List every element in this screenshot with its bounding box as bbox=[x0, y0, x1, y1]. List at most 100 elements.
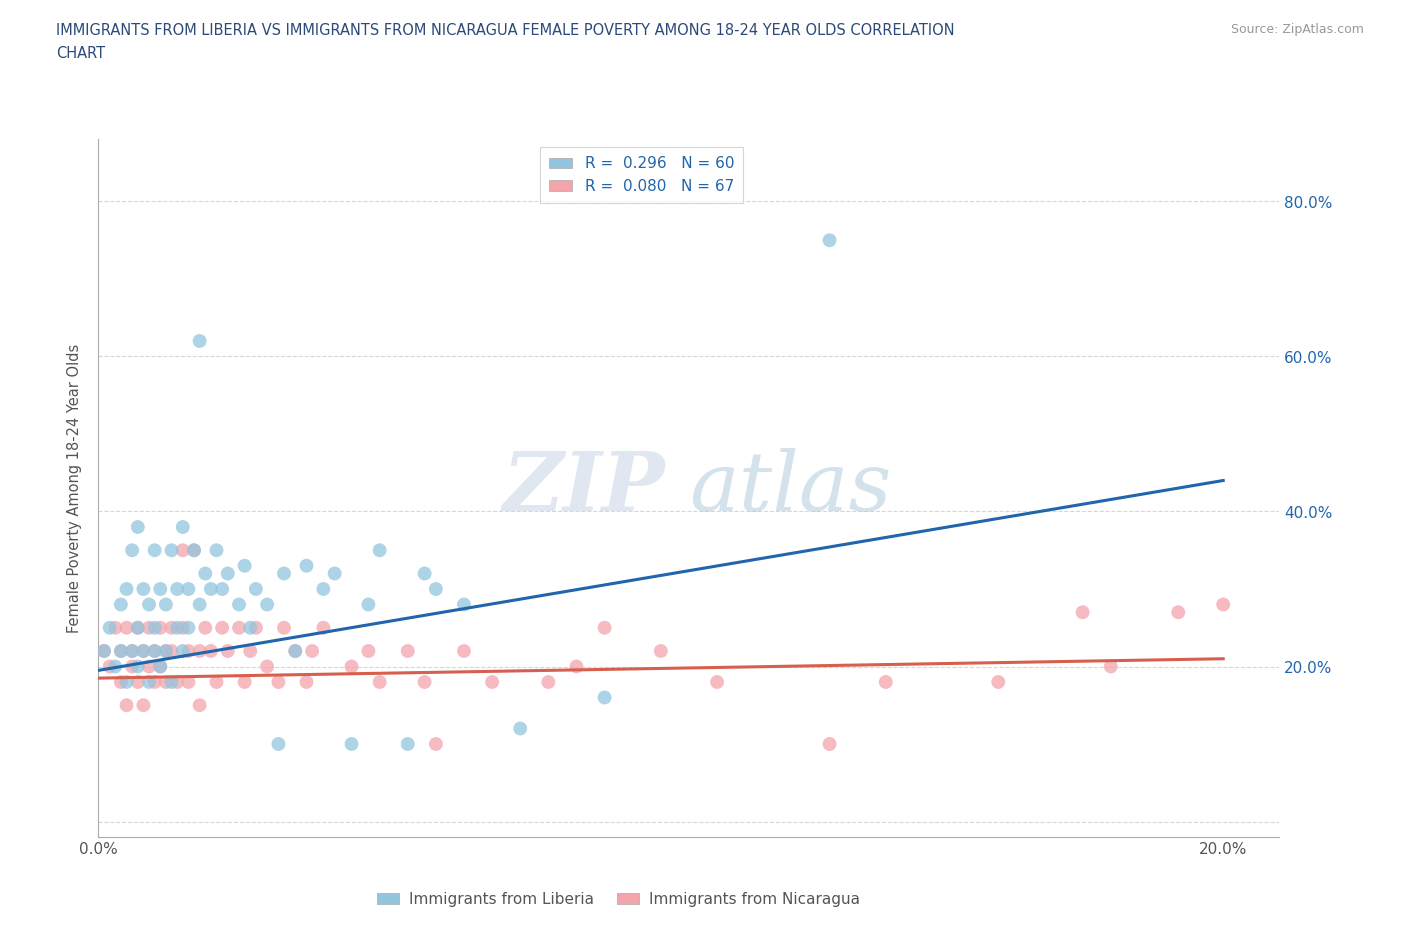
Point bbox=[267, 737, 290, 751]
Point bbox=[177, 581, 200, 596]
Point bbox=[245, 581, 267, 596]
Point bbox=[284, 644, 307, 658]
Point bbox=[127, 620, 149, 635]
Point bbox=[312, 581, 335, 596]
Point bbox=[155, 597, 177, 612]
Point bbox=[149, 659, 172, 674]
Point bbox=[143, 674, 166, 689]
Point bbox=[818, 232, 841, 247]
Point bbox=[121, 644, 143, 658]
Point bbox=[200, 644, 222, 658]
Point bbox=[172, 520, 194, 535]
Point bbox=[875, 674, 897, 689]
Point bbox=[183, 543, 205, 558]
Point bbox=[138, 674, 160, 689]
Point bbox=[143, 644, 166, 658]
Point bbox=[177, 674, 200, 689]
Point bbox=[160, 674, 183, 689]
Text: atlas: atlas bbox=[689, 448, 891, 528]
Point bbox=[160, 620, 183, 635]
Point bbox=[267, 674, 290, 689]
Point bbox=[368, 674, 391, 689]
Point bbox=[650, 644, 672, 658]
Point bbox=[295, 674, 318, 689]
Point bbox=[166, 674, 188, 689]
Point bbox=[357, 644, 380, 658]
Point bbox=[1212, 597, 1234, 612]
Point bbox=[110, 597, 132, 612]
Point bbox=[132, 644, 155, 658]
Point bbox=[160, 644, 183, 658]
Point bbox=[177, 644, 200, 658]
Point bbox=[481, 674, 503, 689]
Point bbox=[149, 620, 172, 635]
Point bbox=[172, 644, 194, 658]
Point bbox=[121, 644, 143, 658]
Point bbox=[132, 644, 155, 658]
Point bbox=[396, 644, 419, 658]
Point bbox=[818, 737, 841, 751]
Point bbox=[194, 620, 217, 635]
Point bbox=[217, 644, 239, 658]
Point bbox=[233, 674, 256, 689]
Point bbox=[228, 597, 250, 612]
Point bbox=[115, 581, 138, 596]
Text: CHART: CHART bbox=[56, 46, 105, 61]
Point bbox=[357, 597, 380, 612]
Y-axis label: Female Poverty Among 18-24 Year Olds: Female Poverty Among 18-24 Year Olds bbox=[67, 343, 83, 633]
Point bbox=[284, 644, 307, 658]
Point bbox=[149, 659, 172, 674]
Point bbox=[425, 737, 447, 751]
Point bbox=[593, 690, 616, 705]
Point bbox=[256, 597, 278, 612]
Point bbox=[1099, 659, 1122, 674]
Point bbox=[138, 659, 160, 674]
Point bbox=[205, 543, 228, 558]
Text: IMMIGRANTS FROM LIBERIA VS IMMIGRANTS FROM NICARAGUA FEMALE POVERTY AMONG 18-24 : IMMIGRANTS FROM LIBERIA VS IMMIGRANTS FR… bbox=[56, 23, 955, 38]
Point bbox=[211, 581, 233, 596]
Point bbox=[987, 674, 1010, 689]
Point bbox=[413, 674, 436, 689]
Point bbox=[127, 620, 149, 635]
Point bbox=[138, 597, 160, 612]
Point bbox=[368, 543, 391, 558]
Point bbox=[183, 543, 205, 558]
Point bbox=[143, 543, 166, 558]
Point bbox=[93, 644, 115, 658]
Point bbox=[188, 698, 211, 712]
Point bbox=[301, 644, 323, 658]
Point bbox=[155, 674, 177, 689]
Point bbox=[121, 659, 143, 674]
Point bbox=[110, 674, 132, 689]
Point bbox=[98, 659, 121, 674]
Point bbox=[166, 581, 188, 596]
Point bbox=[98, 620, 121, 635]
Point bbox=[115, 674, 138, 689]
Point bbox=[155, 644, 177, 658]
Point bbox=[132, 698, 155, 712]
Point bbox=[127, 520, 149, 535]
Point bbox=[211, 620, 233, 635]
Point bbox=[194, 566, 217, 581]
Point bbox=[172, 620, 194, 635]
Point bbox=[188, 644, 211, 658]
Point bbox=[160, 543, 183, 558]
Point bbox=[453, 597, 475, 612]
Point bbox=[593, 620, 616, 635]
Text: Source: ZipAtlas.com: Source: ZipAtlas.com bbox=[1230, 23, 1364, 36]
Point bbox=[396, 737, 419, 751]
Point bbox=[323, 566, 346, 581]
Point bbox=[115, 698, 138, 712]
Point bbox=[172, 543, 194, 558]
Point bbox=[295, 558, 318, 573]
Point bbox=[104, 620, 127, 635]
Point bbox=[509, 721, 531, 736]
Point bbox=[537, 674, 560, 689]
Point bbox=[340, 737, 363, 751]
Point bbox=[228, 620, 250, 635]
Point bbox=[127, 674, 149, 689]
Legend: Immigrants from Liberia, Immigrants from Nicaragua: Immigrants from Liberia, Immigrants from… bbox=[370, 886, 866, 913]
Point bbox=[273, 620, 295, 635]
Point bbox=[233, 558, 256, 573]
Point bbox=[188, 597, 211, 612]
